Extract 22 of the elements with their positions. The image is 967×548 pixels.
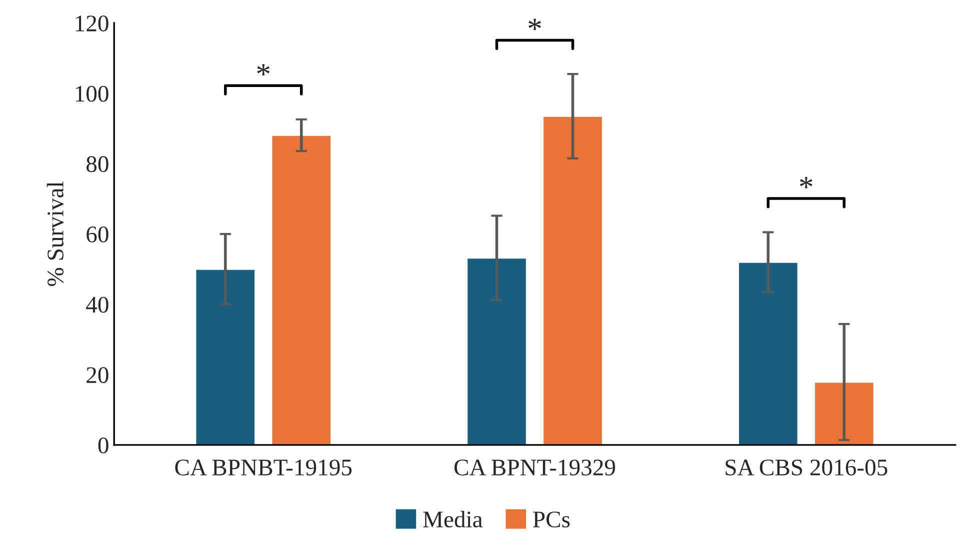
y-tick-label: 100 xyxy=(76,86,108,102)
y-tick-label: 0 xyxy=(98,437,108,454)
bar xyxy=(542,116,604,445)
bar xyxy=(738,261,799,445)
bar xyxy=(194,268,256,445)
x-tick-label: CA BPNBT-19195 xyxy=(175,460,352,476)
annotation: * xyxy=(528,18,541,30)
annotation: * xyxy=(257,64,270,76)
y-tick-label: 60 xyxy=(86,226,108,242)
y-tick-label: 120 xyxy=(76,16,108,32)
y-tick-label: 20 xyxy=(86,367,108,384)
y-tick-label: 40 xyxy=(86,296,108,313)
legend-label: Media xyxy=(423,510,482,528)
x-tick-label: CA BPNT-19329 xyxy=(454,460,616,476)
bar xyxy=(270,134,332,445)
y-axis-title: % Survival xyxy=(46,182,64,286)
y-tick-label: 80 xyxy=(86,156,108,172)
x-tick-label: SA CBS 2016-05 xyxy=(726,460,888,476)
annotation: * xyxy=(800,177,812,188)
bar xyxy=(466,257,528,445)
bar xyxy=(814,381,875,445)
legend-label: PCs xyxy=(533,512,570,528)
